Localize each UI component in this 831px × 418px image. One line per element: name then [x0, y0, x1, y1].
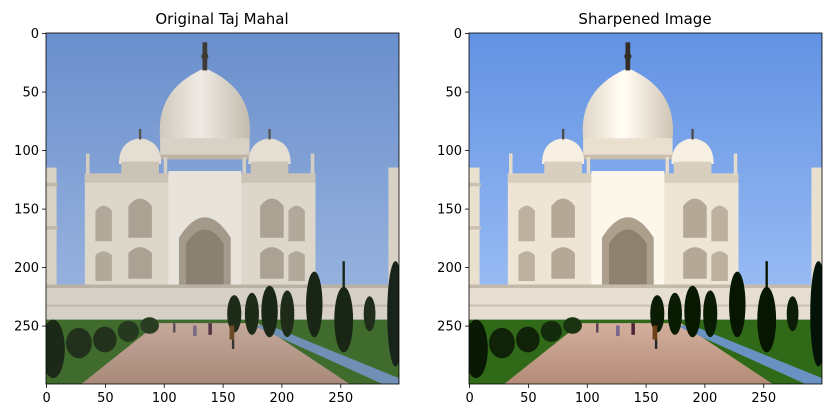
axes-frame [45, 32, 400, 385]
axes-frame [468, 32, 823, 385]
y-tick-label: 150 [437, 203, 462, 218]
y-tick-label: 100 [14, 144, 39, 159]
y-tick-label: 200 [14, 261, 39, 276]
image-original [46, 33, 399, 384]
y-tick-label: 250 [437, 320, 462, 335]
x-axis: 0 50 100 150 200 250 [42, 384, 353, 406]
x-tick-label: 50 [97, 391, 114, 406]
x-tick-label: 250 [328, 391, 353, 406]
y-tick-label: 150 [14, 203, 39, 218]
x-tick-label: 50 [520, 391, 537, 406]
panel-title: Original Taj Mahal [155, 10, 288, 28]
y-tick-label: 200 [437, 261, 462, 276]
x-tick-label: 250 [751, 391, 776, 406]
y-tick-label: 50 [22, 86, 39, 101]
x-tick-label: 200 [693, 391, 718, 406]
panel-title: Sharpened Image [578, 10, 711, 28]
x-tick-label: 0 [465, 391, 473, 406]
y-tick-label: 100 [437, 144, 462, 159]
x-tick-label: 150 [211, 391, 236, 406]
panel-sharpened: Sharpened Image 0 50 100 150 200 250 0 50 100 15… [437, 10, 823, 406]
x-tick-label: 100 [152, 391, 177, 406]
y-tick-label: 0 [454, 27, 462, 42]
x-tick-label: 0 [42, 391, 50, 406]
y-tick-label: 250 [14, 320, 39, 335]
x-tick-label: 150 [634, 391, 659, 406]
image-sharpened [469, 33, 822, 384]
panel-original: Original Taj Mahal 0 50 100 150 200 250 0 50 10… [14, 10, 400, 406]
y-axis: 0 50 100 150 200 250 [14, 27, 46, 335]
y-tick-label: 0 [31, 27, 39, 42]
y-axis: 0 50 100 150 200 250 [437, 27, 469, 335]
x-tick-label: 200 [270, 391, 295, 406]
x-tick-label: 100 [575, 391, 600, 406]
x-axis: 0 50 100 150 200 250 [465, 384, 776, 406]
y-tick-label: 50 [445, 86, 462, 101]
